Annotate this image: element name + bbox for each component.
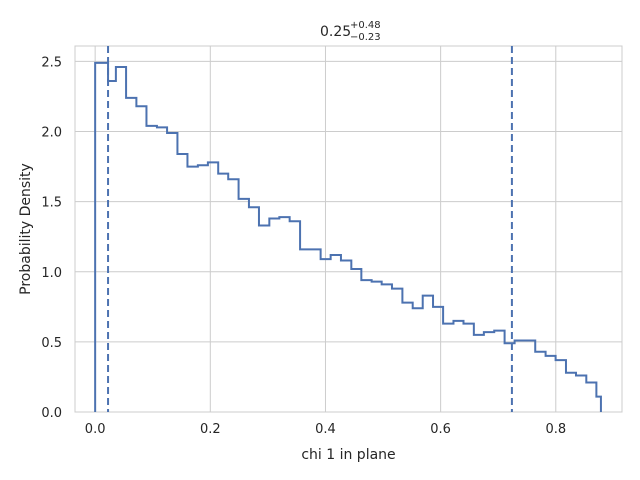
x-ticks: 0.0 0.2 0.4 0.6 0.8: [85, 422, 566, 437]
plot-frame: [74, 45, 623, 413]
y-tick-label: 0.0: [41, 406, 62, 421]
y-ticks: 0.0 0.5 1.0 1.5 2.0 2.5: [41, 55, 62, 421]
x-tick-label: 0.8: [545, 422, 566, 437]
quantile-lines: [107, 46, 513, 412]
y-axis-label: Probability Density: [18, 163, 34, 295]
title-value: 0.25: [320, 24, 351, 40]
y-tick-label: 2.5: [41, 55, 62, 70]
y-tick-label: 2.0: [41, 126, 62, 141]
histogram-step-line: [94, 61, 602, 412]
y-tick-label: 1.0: [41, 266, 62, 281]
x-tick-label: 0.2: [200, 422, 221, 437]
x-axis-label: chi 1 in plane: [301, 447, 395, 463]
x-tick-label: 0.0: [85, 422, 106, 437]
y-tick-label: 1.5: [41, 196, 62, 211]
title-upper-error: +0.48: [350, 20, 381, 31]
title-lower-error: −0.23: [350, 32, 381, 43]
y-tick-label: 0.5: [41, 336, 62, 351]
grid: [75, 46, 622, 413]
x-tick-label: 0.4: [315, 422, 336, 437]
chart-title: 0.25 +0.48 −0.23: [320, 20, 381, 43]
x-tick-label: 0.6: [430, 422, 451, 437]
